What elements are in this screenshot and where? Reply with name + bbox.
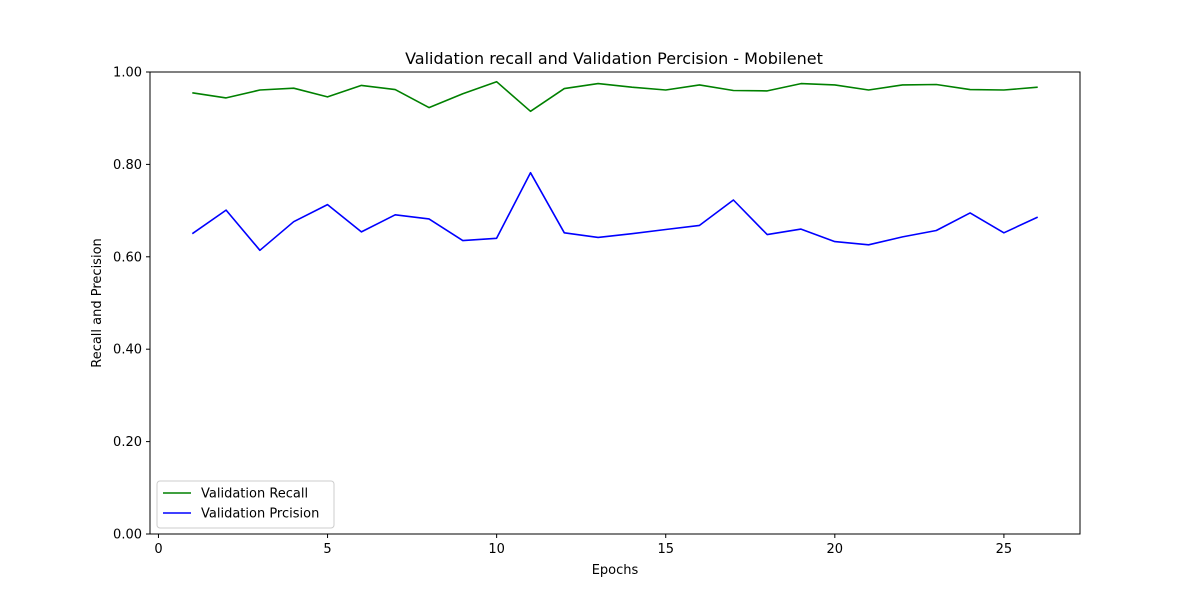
chart-title: Validation recall and Validation Percisi… <box>405 49 823 68</box>
legend: Validation Recall Validation Prcision <box>156 480 335 529</box>
legend-box <box>156 480 335 529</box>
y-tick-label: 0.00 <box>113 528 142 543</box>
x-axis-ticks: 0 5 10 15 20 25 <box>154 534 1012 557</box>
y-tick-label: 0.80 <box>113 158 142 173</box>
legend-label-1: Validation Prcision <box>201 507 319 522</box>
y-tick-label: 0.60 <box>113 250 142 265</box>
y-tick-label: 0.20 <box>113 435 142 450</box>
x-axis-label: Epochs <box>592 563 639 578</box>
y-tick-label: 0.40 <box>113 343 142 358</box>
series-lines <box>191 80 1039 252</box>
x-tick-label: 25 <box>996 542 1013 557</box>
y-axis-label: Recall and Precision <box>90 238 105 368</box>
y-axis-ticks: 0.00 0.20 0.40 0.60 0.80 1.00 <box>113 66 150 543</box>
x-tick-label: 20 <box>827 542 844 557</box>
x-tick-label: 5 <box>323 542 331 557</box>
y-tick-label: 1.00 <box>113 66 142 81</box>
series-line-1 <box>191 171 1039 252</box>
x-tick-label: 10 <box>488 542 505 557</box>
plot-frame <box>149 71 1081 535</box>
legend-label-0: Validation Recall <box>201 487 308 502</box>
x-tick-label: 15 <box>657 542 674 557</box>
series-line-0 <box>192 80 1038 113</box>
x-tick-label: 0 <box>154 542 162 557</box>
